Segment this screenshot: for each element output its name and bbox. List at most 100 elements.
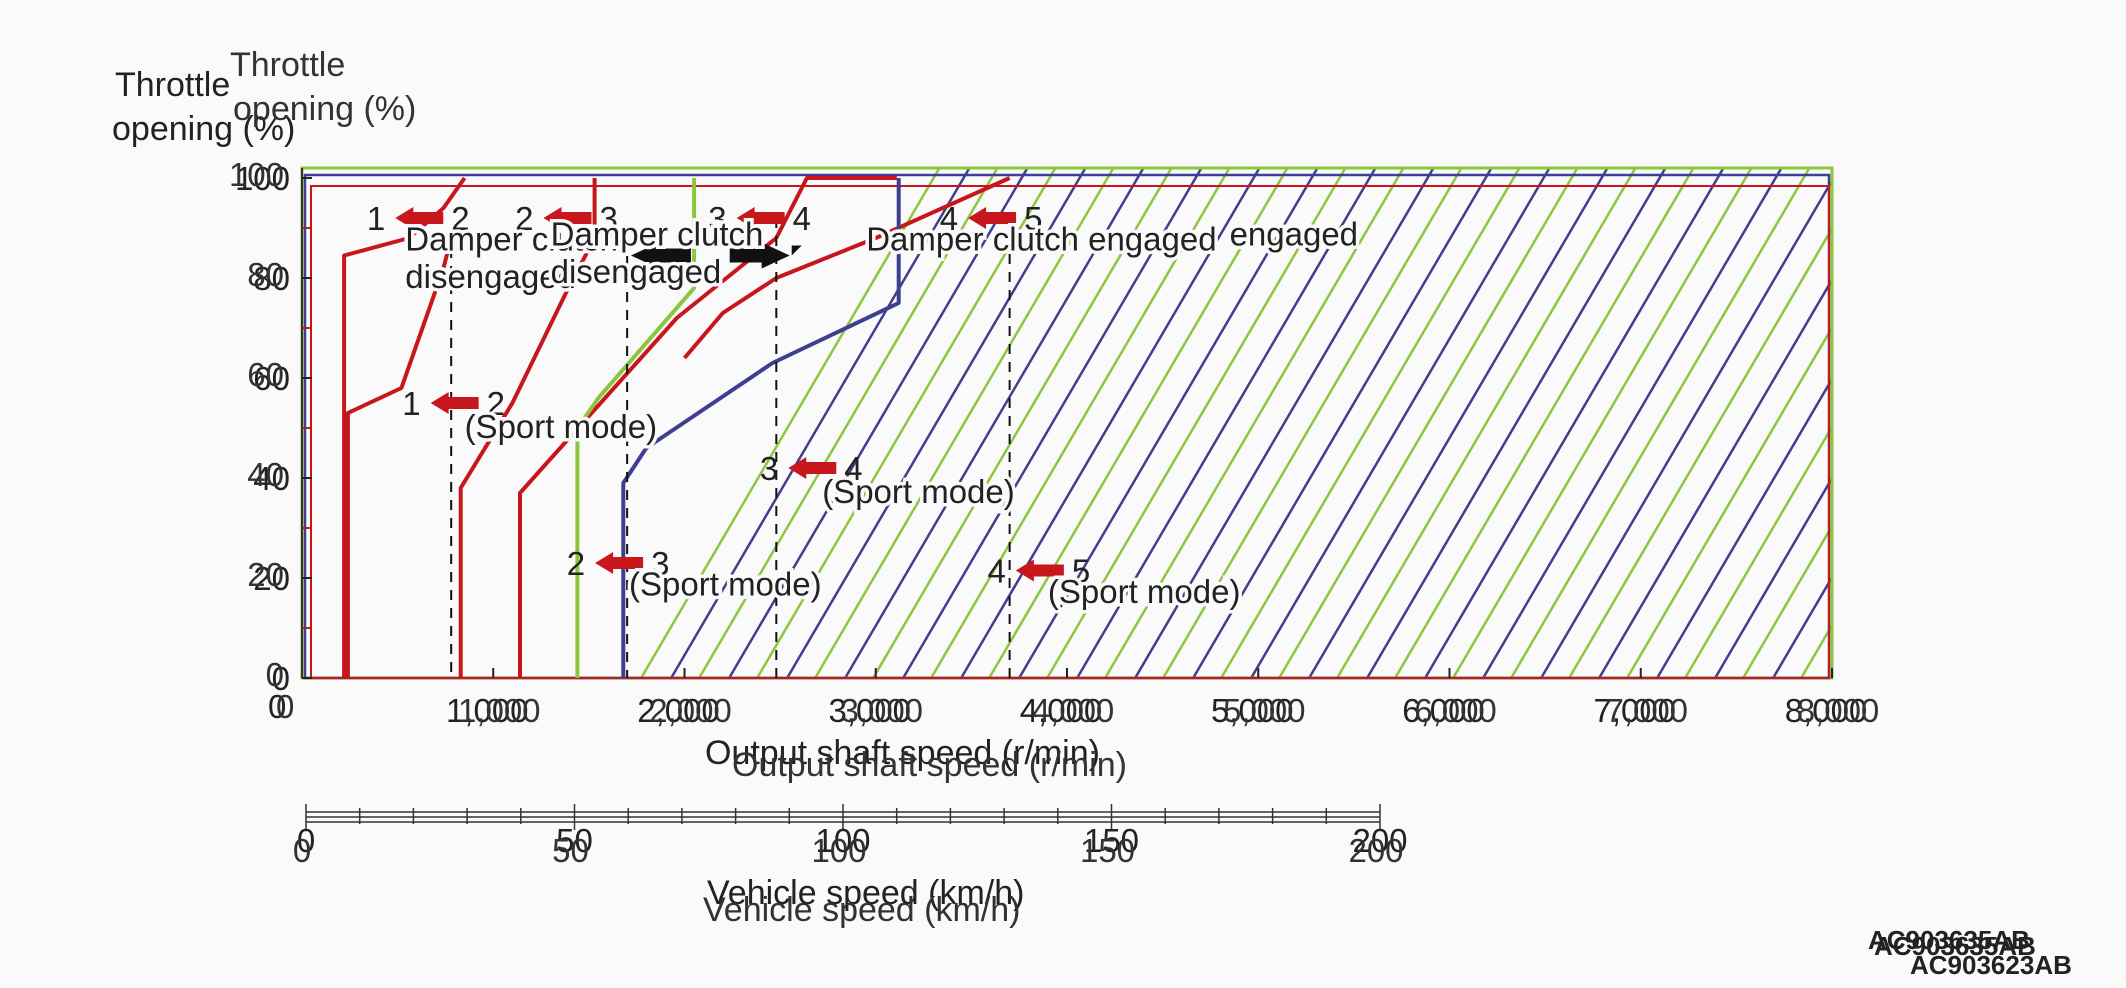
hatch-line-green [929, 167, 1232, 678]
y-axis-title-overprint-line2: opening (%) [233, 90, 416, 128]
y-tick-label: 0 [272, 660, 290, 697]
hatch-line-green [1741, 523, 1832, 678]
y-tick-label-overprint: 40 [247, 456, 284, 493]
y-tick-label-overprint: 80 [247, 256, 284, 293]
x-tick-label: 3,000 [828, 692, 911, 729]
gear-number-to: 2 [451, 200, 469, 237]
series-line-d23_sport [518, 236, 778, 678]
hatch-line-blue [1423, 167, 1726, 678]
gear-number-to: 3 [599, 200, 617, 237]
series-line-d12 [342, 176, 467, 678]
x-axis-title: Output shaft speed (r/min) [705, 734, 1100, 772]
lockup-hatch-area [639, 167, 2126, 680]
chart-label-text: (Sport mode) [629, 566, 822, 603]
x-tick-label-overprint: 4,000 [1032, 692, 1115, 729]
gear-number-from: 2 [515, 200, 533, 237]
hatch-line-blue [1771, 574, 1832, 678]
x-tick-label-overprint: 2,000 [649, 692, 732, 729]
chart-label-text: (Sport mode) [1048, 573, 1241, 610]
hatch-line-blue [1946, 167, 2126, 680]
red-arrow-icon [736, 207, 785, 229]
x-tick-label-overprint: 3,000 [840, 692, 923, 729]
hatch-line-green [1799, 622, 1832, 678]
y-tick-label-overprint: 0 [266, 656, 284, 693]
hatch-line-green [1103, 167, 1406, 678]
red-arrow-icon [595, 552, 644, 574]
y-axis-title: Throttle opening (%) [112, 66, 295, 148]
gear-number-from: 2 [567, 545, 585, 582]
hatch-line-blue [1539, 178, 1832, 678]
gear-number-from: 4 [988, 553, 1006, 590]
y-axis-title-overprint-line1: Throttle [230, 46, 345, 84]
figure-code-1: AC903635AB [1868, 925, 2030, 955]
vehicle-speed-tick-label: 0 [297, 822, 315, 859]
vehicle-speed-tick-label: 200 [1352, 822, 1407, 859]
gear-number-to: 5 [1072, 553, 1090, 590]
chart-label-text: Damper clutch engaged [866, 221, 1216, 258]
y-tick-label-overprint: 60 [247, 356, 284, 393]
series-line-dc_on [621, 178, 901, 678]
x-origin-label-overprint: 0 [276, 688, 294, 725]
red-arrow-icon [430, 392, 479, 414]
series-line-d23 [458, 178, 597, 678]
x-tick-label: 6,000 [1402, 692, 1485, 729]
y-tick-label: 80 [253, 260, 290, 297]
y-tick-label: 60 [253, 360, 290, 397]
hatch-line-blue [901, 167, 1204, 678]
vehicle-speed-tick-label: 50 [556, 822, 593, 859]
series-line-dc_off [575, 178, 697, 678]
gear-number-from: 4 [940, 200, 958, 237]
x2-axis-title-overprint: Vehicle speed (km/h) [703, 891, 1021, 929]
hatch-line-blue [669, 167, 972, 678]
x-tick-label: 8,000 [1785, 692, 1868, 729]
x-tick-label-overprint: 5,000 [1223, 692, 1306, 729]
y-tick-label: 40 [253, 460, 290, 497]
black-arrow-right-icon [729, 242, 790, 269]
hatch-line-blue [1017, 167, 1320, 678]
hatch-line-green [813, 167, 1116, 678]
hatch-line-green [639, 167, 942, 678]
y-axis-title-line2: opening (%) [112, 110, 295, 148]
red-arrow-icon [395, 207, 444, 229]
x-tick-label-overprint: 1,000 [458, 692, 541, 729]
gear-number-to: 3 [651, 545, 669, 582]
vehicle-speed-tick-label-overprint: 50 [552, 832, 589, 869]
hatch-line-green [1509, 167, 1812, 678]
black-arrow-left-icon [630, 242, 691, 269]
hatch-line-blue [727, 167, 1030, 678]
vehicle-speed-tick-label-overprint: 150 [1080, 832, 1135, 869]
hatch-line-green [1625, 325, 1832, 678]
y-axis-title-overprint: Throttle opening (%) [230, 46, 416, 128]
hatch-line-green [1219, 167, 1522, 678]
hatch-line-green [1045, 167, 1348, 678]
hatch-line-blue [959, 167, 1262, 678]
shift-lines [342, 176, 1011, 678]
chart-label-text: Damper clutch [551, 216, 764, 253]
hatch-line-green [1858, 167, 2126, 680]
x-tick-label: 1,000 [446, 692, 529, 729]
red-arrow-icon [543, 207, 592, 229]
figure-code-2: AC903635AB [1874, 931, 2036, 961]
vehicle-speed-tick-label: 150 [1084, 822, 1139, 859]
chart-label-text: disengaged [405, 258, 576, 295]
hatch-line-blue [1888, 167, 2126, 680]
vehicle-speed-tick-label-overprint: 100 [811, 832, 866, 869]
hatch-line-blue [1597, 277, 1832, 678]
x-tick-label-overprint: 6,000 [1414, 692, 1497, 729]
y-tick-label: 20 [253, 560, 290, 597]
x-axis-title-overprint: Output shaft speed (r/min) [732, 746, 1127, 784]
hatch-line-blue [1365, 167, 1668, 678]
red-arrow-icon [788, 457, 837, 479]
chart-label-text: (Sport mode) [465, 408, 658, 445]
x2-axis-title: Vehicle speed (km/h) [707, 874, 1025, 912]
gear-number-from: 3 [708, 200, 726, 237]
hatch-line-blue [785, 167, 1088, 678]
